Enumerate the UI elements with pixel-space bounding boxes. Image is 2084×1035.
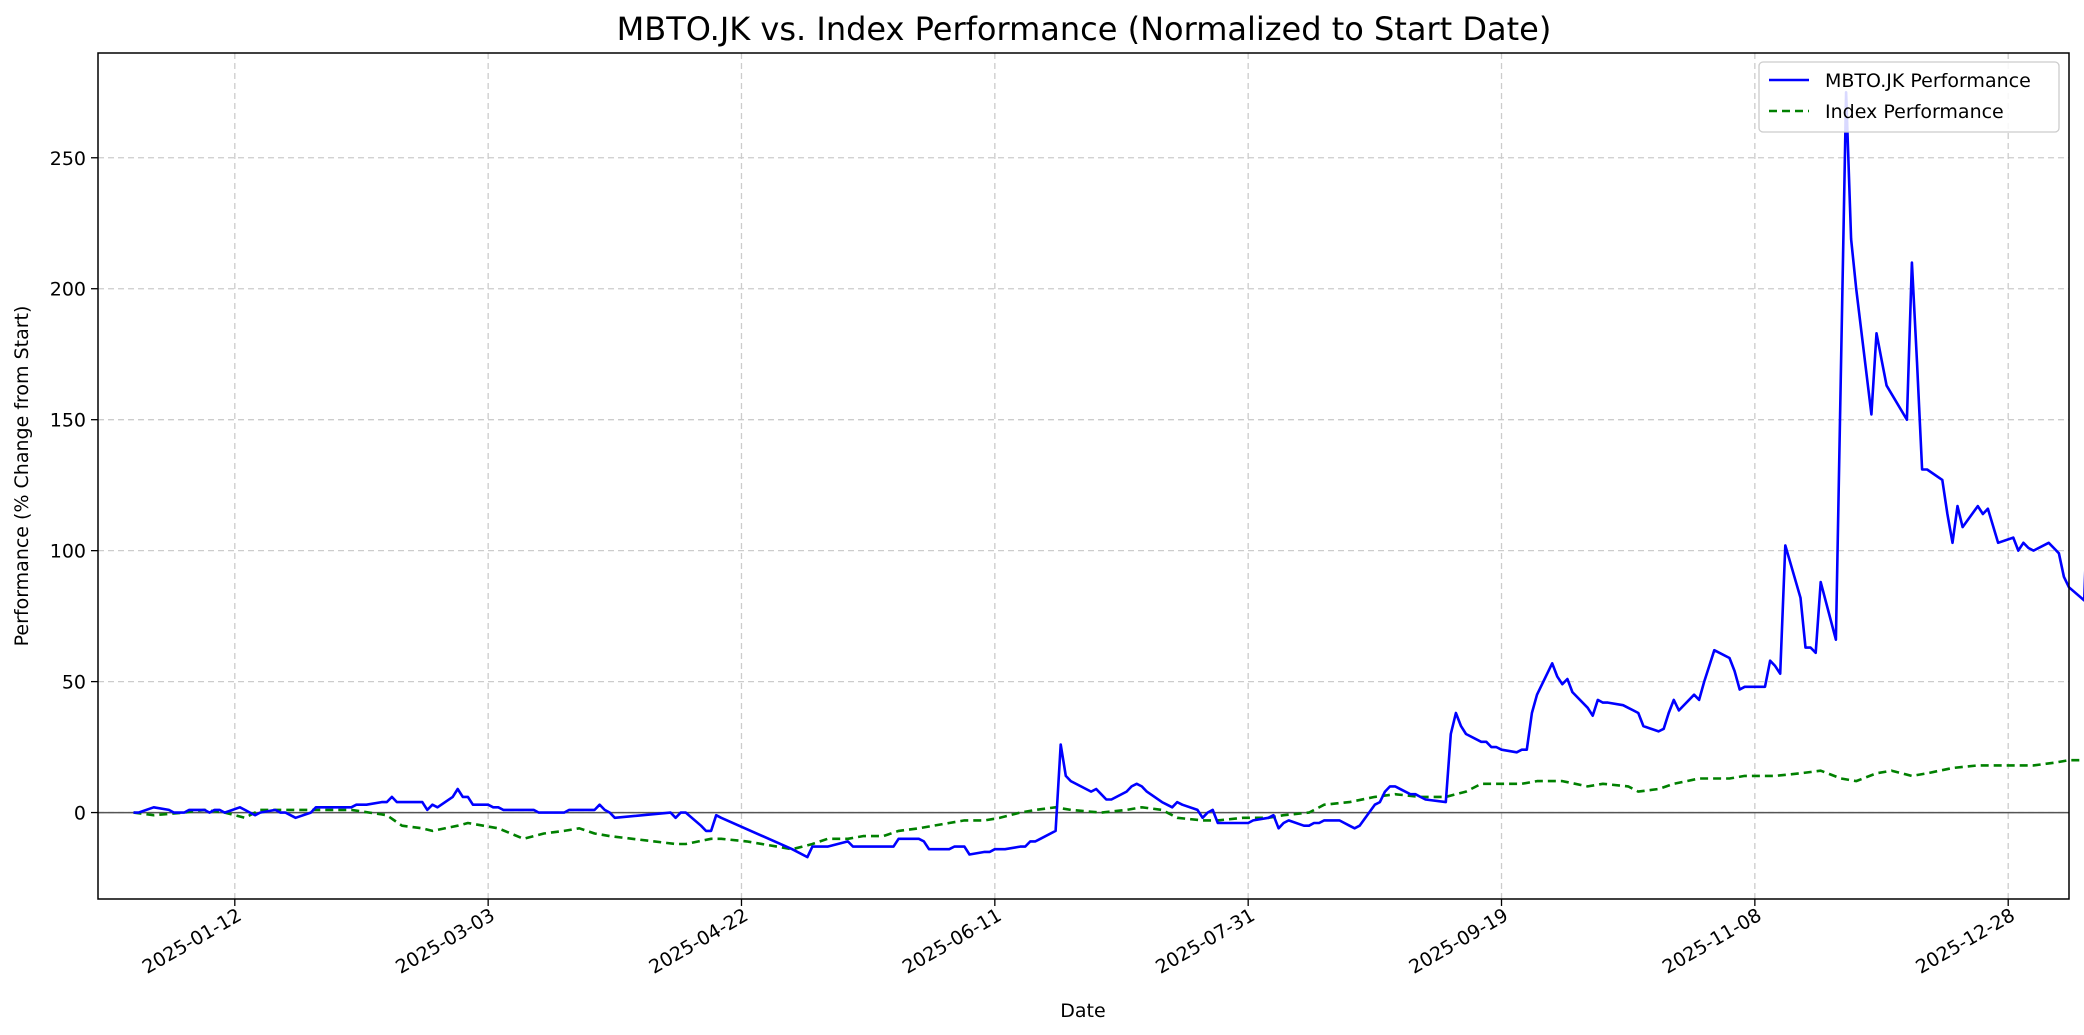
series-line-index: [133, 758, 2084, 851]
series-line-mbto: [133, 91, 2084, 859]
y-tick-label: 100: [50, 541, 86, 563]
y-tick-label: 250: [50, 148, 86, 170]
y-axis-title: Performance (% Change from Start): [11, 306, 33, 647]
legend-box: [1758, 61, 2060, 133]
plot-frame: [97, 52, 2070, 900]
y-tick-label: 50: [62, 672, 86, 694]
legend-label-index: Index Performance: [1825, 101, 2004, 123]
y-tick-label: 150: [50, 410, 86, 432]
y-tick-label: 0: [74, 803, 86, 825]
legend: MBTO.JK Performance Index Performance: [1758, 61, 2060, 133]
chart-title: MBTO.JK vs. Index Performance (Normalize…: [617, 10, 1552, 48]
plot-area: [98, 91, 2084, 859]
legend-label-mbto: MBTO.JK Performance: [1825, 70, 2031, 92]
x-axis-title: Date: [1060, 1000, 1105, 1022]
y-tick-label: 200: [50, 279, 86, 301]
